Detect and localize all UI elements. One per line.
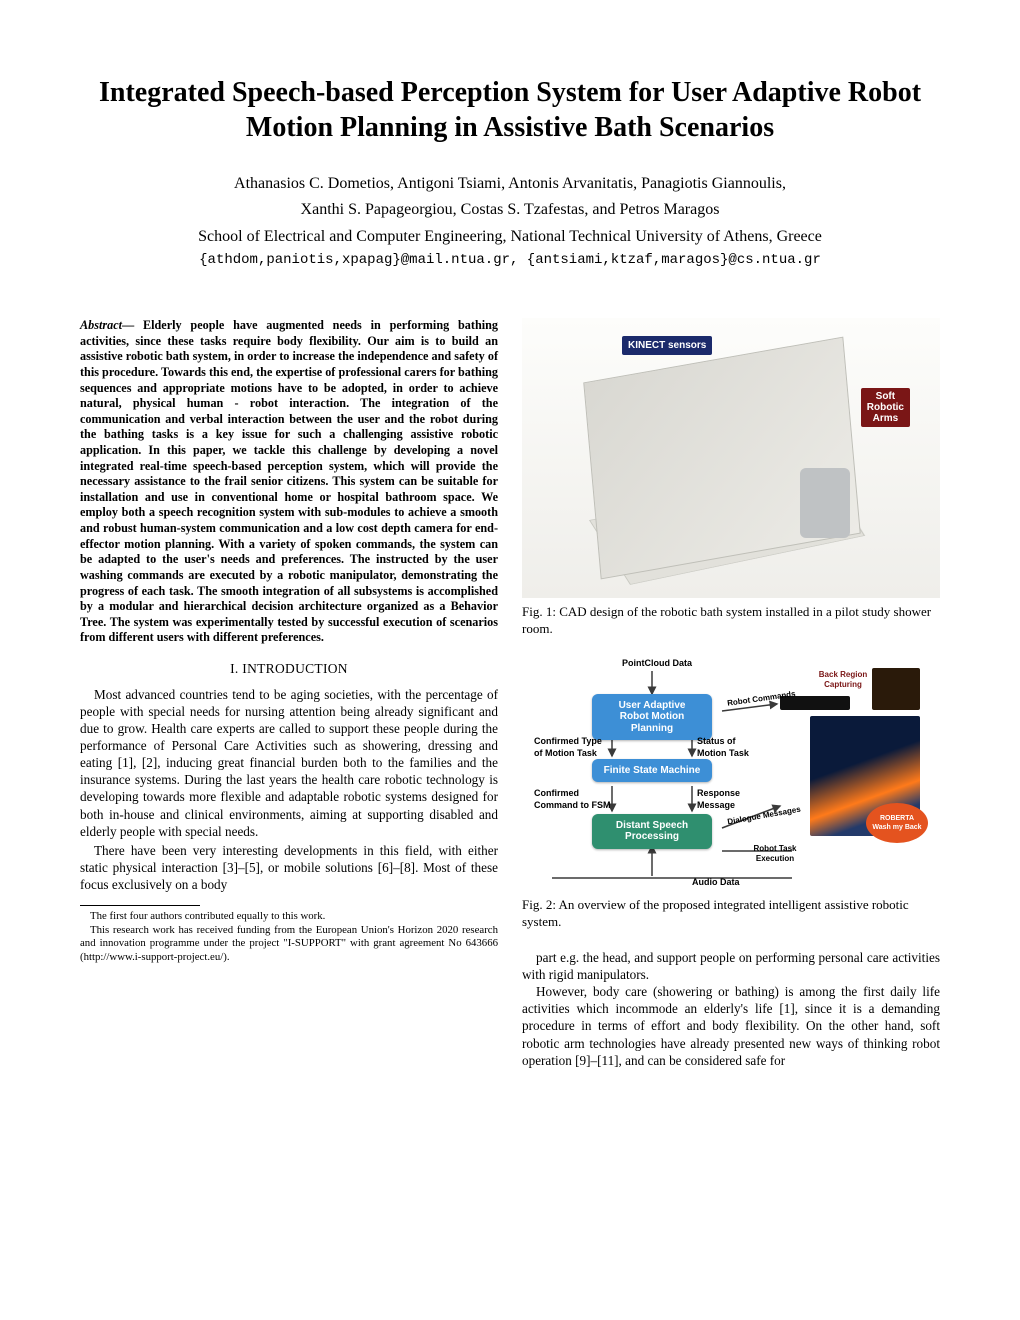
right-column: KINECT sensors Soft Robotic Arms Fig. 1:… [522,318,940,1069]
figure-1-tag-kinect: KINECT sensors [622,336,712,355]
fig2-label-status-l2: Motion Task [697,748,749,758]
fig2-label-pointcloud: PointCloud Data [622,658,692,670]
authors-line-2: Xanthi S. Papageorgiou, Costas S. Tzafes… [80,199,940,221]
fig2-label-confirmed-cmd-l2: Command to FSM [534,800,611,810]
figure-2: PointCloud Data Back Region Capturing Us… [522,656,940,891]
right-paragraph-2: However, body care (showering or bathing… [522,983,940,1069]
figure-2-caption: Fig. 2: An overview of the proposed inte… [522,897,940,931]
figure-1-caption: Fig. 1: CAD design of the robotic bath s… [522,604,940,638]
paper-title: Integrated Speech-based Perception Syste… [80,75,940,145]
fig2-label-confirmed-cmd: Confirmed Command to FSM [534,788,614,811]
fig2-label-response-l2: Message [697,800,735,810]
fig2-label-robot-task-l1: Robot Task [754,844,797,853]
affiliation: School of Electrical and Computer Engine… [80,226,940,248]
abstract-block: Abstract— Elderly people have augmented … [80,318,498,646]
figure-2-image: PointCloud Data Back Region Capturing Us… [522,656,940,891]
figure-1-tag-arms-l2: Robotic [867,402,904,413]
figure-1-tag-arms-l1: Soft [876,391,895,402]
fig2-node-planning-l2: Robot Motion [620,711,684,722]
figure-1-tag-arms: Soft Robotic Arms [861,388,910,427]
footnote-1: The first four authors contributed equal… [80,910,498,923]
fig2-node-planning: User Adaptive Robot Motion Planning [592,694,712,741]
abstract-label: Abstract [80,318,122,332]
fig2-label-confirmed-type: Confirmed Type of Motion Task [534,736,604,759]
two-column-layout: Abstract— Elderly people have augmented … [80,318,940,1069]
fig2-label-audio: Audio Data [692,877,740,889]
fig2-label-status-l1: Status of [697,736,736,746]
figure-1-tag-arms-l3: Arms [873,413,899,424]
fig2-node-speech: Distant Speech Processing [592,814,712,849]
intro-paragraph-2: There have been very interesting develop… [80,842,498,893]
fig2-node-fsm: Finite State Machine [592,759,712,783]
fig2-label-confirmed-cmd-l1: Confirmed [534,788,579,798]
fig2-node-planning-l1: User Adaptive [619,700,686,711]
fig2-node-speech-l2: Processing [625,831,679,842]
intro-paragraph-1: Most advanced countries tend to be aging… [80,686,498,840]
left-column: Abstract— Elderly people have augmented … [80,318,498,1069]
fig2-label-status: Status of Motion Task [697,736,752,759]
figure-1-image: KINECT sensors Soft Robotic Arms [522,318,940,598]
fig2-label-robot-task-l2: Execution [756,854,794,863]
section-heading-introduction: I. INTRODUCTION [80,660,498,678]
fig2-label-back-region: Back Region Capturing [818,670,868,691]
fig2-node-planning-l3: Planning [631,723,673,734]
fig2-label-response: Response Message [697,788,752,811]
fig2-label-confirmed-type-l2: of Motion Task [534,748,597,758]
authors-line-1: Athanasios C. Dometios, Antigoni Tsiami,… [80,173,940,195]
fig2-label-response-l1: Response [697,788,740,798]
right-paragraph-1: part e.g. the head, and support people o… [522,949,940,983]
fig2-thumb-back-region [872,668,920,710]
fig2-label-confirmed-type-l1: Confirmed Type [534,736,602,746]
author-emails: {athdom,paniotis,xpapag}@mail.ntua.gr, {… [80,252,940,268]
fig2-speech-bubble: ROBERTA Wash my Back [866,803,928,843]
fig2-label-robot-task: Robot Task Execution [750,844,800,865]
footnote-rule [80,905,200,906]
abstract-text: — Elderly people have augmented needs in… [80,318,498,644]
figure-1: KINECT sensors Soft Robotic Arms [522,318,940,598]
fig2-node-speech-l1: Distant Speech [616,820,688,831]
footnote-2: This research work has received funding … [80,924,498,964]
